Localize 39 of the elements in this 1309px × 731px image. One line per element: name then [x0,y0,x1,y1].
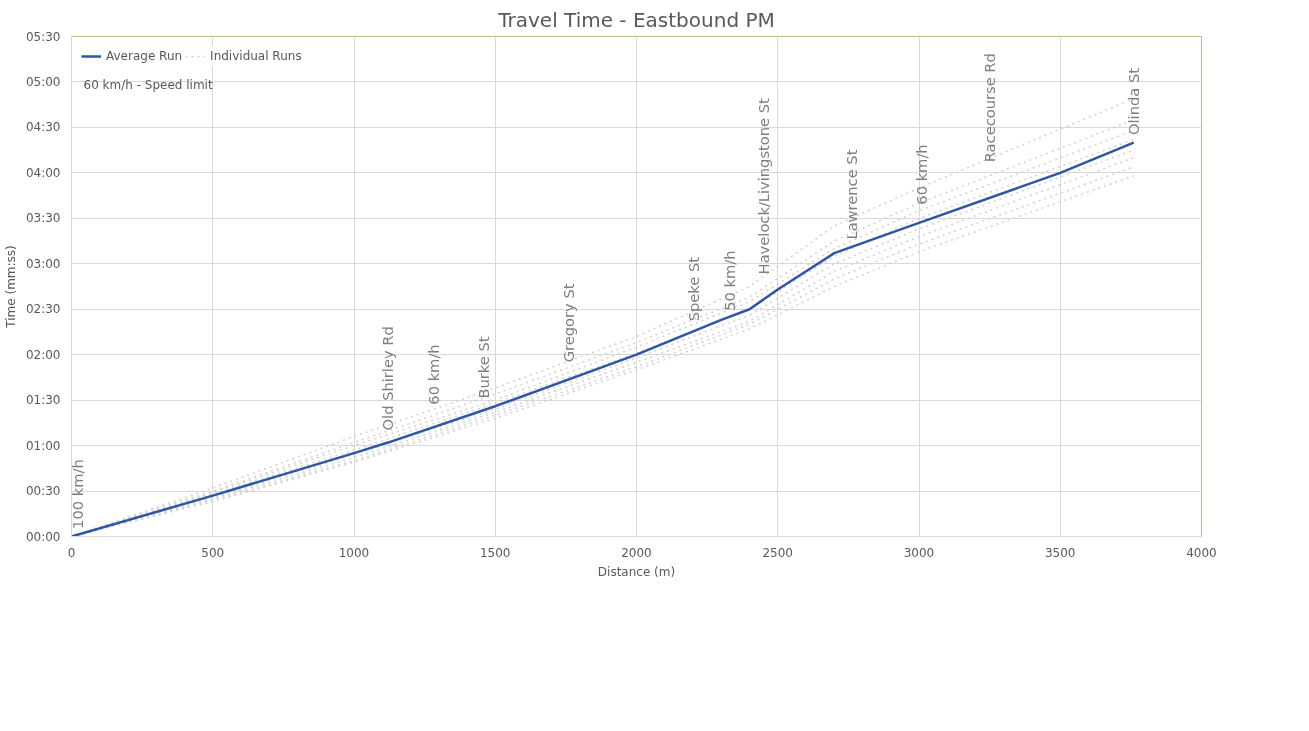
annotation: Burke St [475,336,493,399]
y-tick-label: 05:00 [25,74,61,89]
annotation: Old Shirley Rd [379,326,397,431]
x-tick-label: 500 [201,545,225,560]
x-axis-title: Distance (m) [597,564,676,579]
x-tick-label: 4000 [1186,545,1217,560]
y-tick-label: 00:30 [25,484,61,499]
annotation: Havelock/Livingstone St [755,97,773,275]
annotation: Lawrence St [842,149,860,240]
y-tick-label: 04:30 [25,120,61,135]
y-tick-label: 04:00 [25,165,61,180]
y-tick-label: 02:00 [25,347,61,362]
x-tick-label: 1500 [479,545,511,560]
annotation: Olinda St [1125,67,1143,135]
x-tick-label: 2000 [621,545,652,560]
annotation: Speke St [684,256,702,322]
y-tick-label: 01:30 [25,393,61,408]
x-tick-label: 0 [67,545,76,560]
y-tick-label: 03:00 [25,256,61,271]
annotation: 60 km/h - Speed limit [83,77,213,92]
y-axis-title: Time (mm:ss) [3,245,18,329]
annotation: Racecourse Rd [981,53,999,163]
annotation: 50 km/h [721,250,739,311]
annotation: 60 km/h [913,144,931,205]
legend-label: Individual Runs [210,49,302,63]
y-tick-label: 02:30 [25,302,61,317]
annotation: 60 km/h [424,344,442,405]
legend-label: Average Run [106,49,183,63]
x-tick-label: 3000 [903,545,935,560]
annotation: Gregory St [560,283,578,363]
y-tick-label: 00:00 [25,529,61,544]
x-tick-label: 2500 [762,545,794,560]
x-tick-label: 3500 [1044,545,1076,560]
y-tick-label: 03:30 [25,211,61,226]
y-tick-label: 05:30 [25,29,61,44]
annotation: 100 km/h [68,459,86,529]
y-tick-label: 01:00 [25,438,61,453]
chart-title: Travel Time - Eastbound PM [497,7,775,32]
x-tick-label: 1000 [338,545,370,560]
